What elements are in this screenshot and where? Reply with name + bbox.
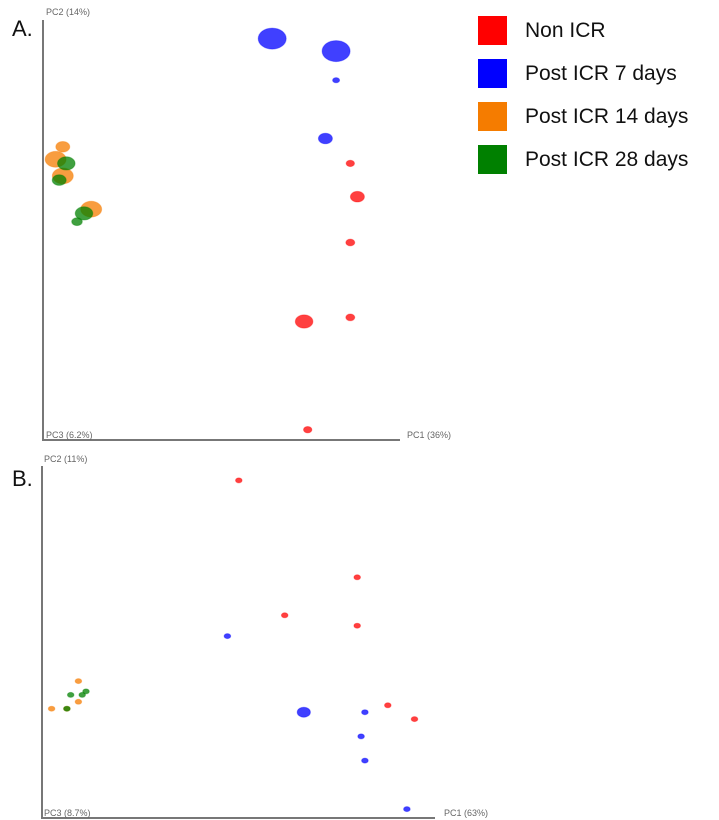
data-point-non-icr xyxy=(353,622,362,629)
legend-label: Post ICR 14 days xyxy=(525,104,689,128)
panel-a: A. PC2 (14%) PC3 (6.2%) PC1 (36%) xyxy=(12,7,451,441)
panel-a-xlabel: PC1 (36%) xyxy=(407,430,451,440)
data-point-non-icr xyxy=(410,716,419,723)
data-point-post-icr-14-days xyxy=(74,698,83,705)
data-point-non-icr xyxy=(353,574,362,581)
legend-item-post-icr-7-days: Post ICR 7 days xyxy=(478,57,688,90)
data-point-post-icr-7-days xyxy=(357,733,365,740)
legend-swatch xyxy=(478,145,507,174)
legend-label: Non ICR xyxy=(525,18,606,42)
data-point-post-icr-14-days xyxy=(47,705,56,712)
data-point-post-icr-7-days xyxy=(361,709,369,716)
panel-b-letter: B. xyxy=(12,466,33,491)
data-point-non-icr xyxy=(349,190,365,203)
data-point-post-icr-7-days xyxy=(321,40,351,63)
data-point-post-icr-7-days xyxy=(223,633,232,640)
legend-item-non-icr: Non ICR xyxy=(478,14,688,47)
data-point-post-icr-7-days xyxy=(332,77,341,84)
data-point-post-icr-28-days xyxy=(78,691,86,698)
data-point-post-icr-28-days xyxy=(51,174,67,186)
legend-label: Post ICR 28 days xyxy=(525,147,689,171)
panel-b: B. PC2 (11%) PC3 (8.7%) PC1 (63%) xyxy=(12,454,488,819)
panel-b-plot xyxy=(47,477,419,813)
data-point-non-icr xyxy=(294,314,314,329)
data-point-non-icr xyxy=(345,313,356,322)
data-point-post-icr-7-days xyxy=(257,27,287,50)
legend-item-post-icr-14-days: Post ICR 14 days xyxy=(478,100,688,133)
panel-a-zlabel: PC3 (6.2%) xyxy=(46,430,93,440)
panel-a-letter: A. xyxy=(12,16,33,41)
data-point-non-icr xyxy=(345,238,356,247)
panel-b-xlabel: PC1 (63%) xyxy=(444,808,488,818)
legend: Non ICR Post ICR 7 days Post ICR 14 days… xyxy=(478,14,688,186)
data-point-post-icr-28-days xyxy=(74,206,94,221)
panel-b-ylabel: PC2 (11%) xyxy=(44,454,87,464)
panel-a-plot xyxy=(44,27,365,434)
data-point-non-icr xyxy=(235,477,243,484)
legend-swatch xyxy=(478,16,507,45)
panel-b-zlabel: PC3 (8.7%) xyxy=(44,808,91,818)
data-point-post-icr-28-days xyxy=(71,217,83,227)
data-point-post-icr-7-days xyxy=(403,806,411,813)
data-point-post-icr-28-days xyxy=(82,688,90,695)
data-point-post-icr-14-days xyxy=(74,678,83,685)
data-point-post-icr-28-days xyxy=(66,691,75,698)
data-point-non-icr xyxy=(345,159,355,168)
data-point-post-icr-7-days xyxy=(317,132,333,145)
data-point-non-icr xyxy=(280,612,289,619)
legend-swatch xyxy=(478,59,507,88)
legend-label: Post ICR 7 days xyxy=(525,61,677,85)
data-point-post-icr-14-days xyxy=(55,141,71,153)
panel-a-ylabel: PC2 (14%) xyxy=(46,7,90,17)
data-point-post-icr-28-days xyxy=(57,156,76,171)
legend-swatch xyxy=(478,102,507,131)
data-point-post-icr-7-days xyxy=(361,757,369,764)
data-point-post-icr-7-days xyxy=(296,706,311,718)
data-point-non-icr xyxy=(384,702,392,709)
data-point-post-icr-28-days xyxy=(63,705,71,712)
legend-item-post-icr-28-days: Post ICR 28 days xyxy=(478,143,688,176)
data-point-non-icr xyxy=(303,426,313,434)
